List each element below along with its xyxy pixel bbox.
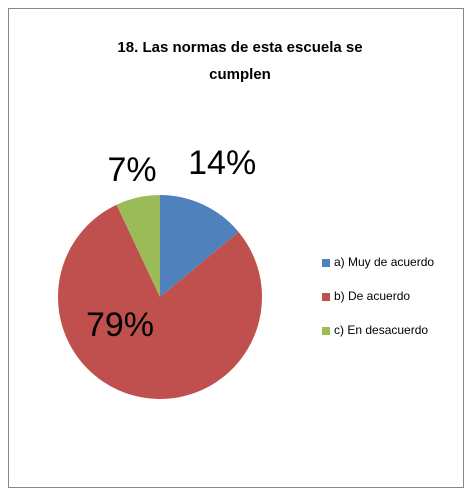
pie-slice [116, 195, 160, 297]
pie-slice [160, 195, 239, 297]
legend-swatch [322, 327, 330, 335]
legend-label: c) En desacuerdo [334, 323, 428, 337]
legend-label: b) De acuerdo [334, 289, 410, 303]
legend-label: a) Muy de acuerdo [334, 255, 434, 269]
data-label: 14% [188, 144, 256, 182]
data-label: 7% [108, 151, 157, 189]
chart-title: 18. Las normas de esta escuela se cumple… [117, 39, 363, 83]
data-label: 79% [86, 306, 154, 344]
chart-frame [8, 8, 464, 488]
pie-slice [58, 204, 262, 399]
legend-swatch [322, 259, 330, 267]
legend-swatch [322, 293, 330, 301]
